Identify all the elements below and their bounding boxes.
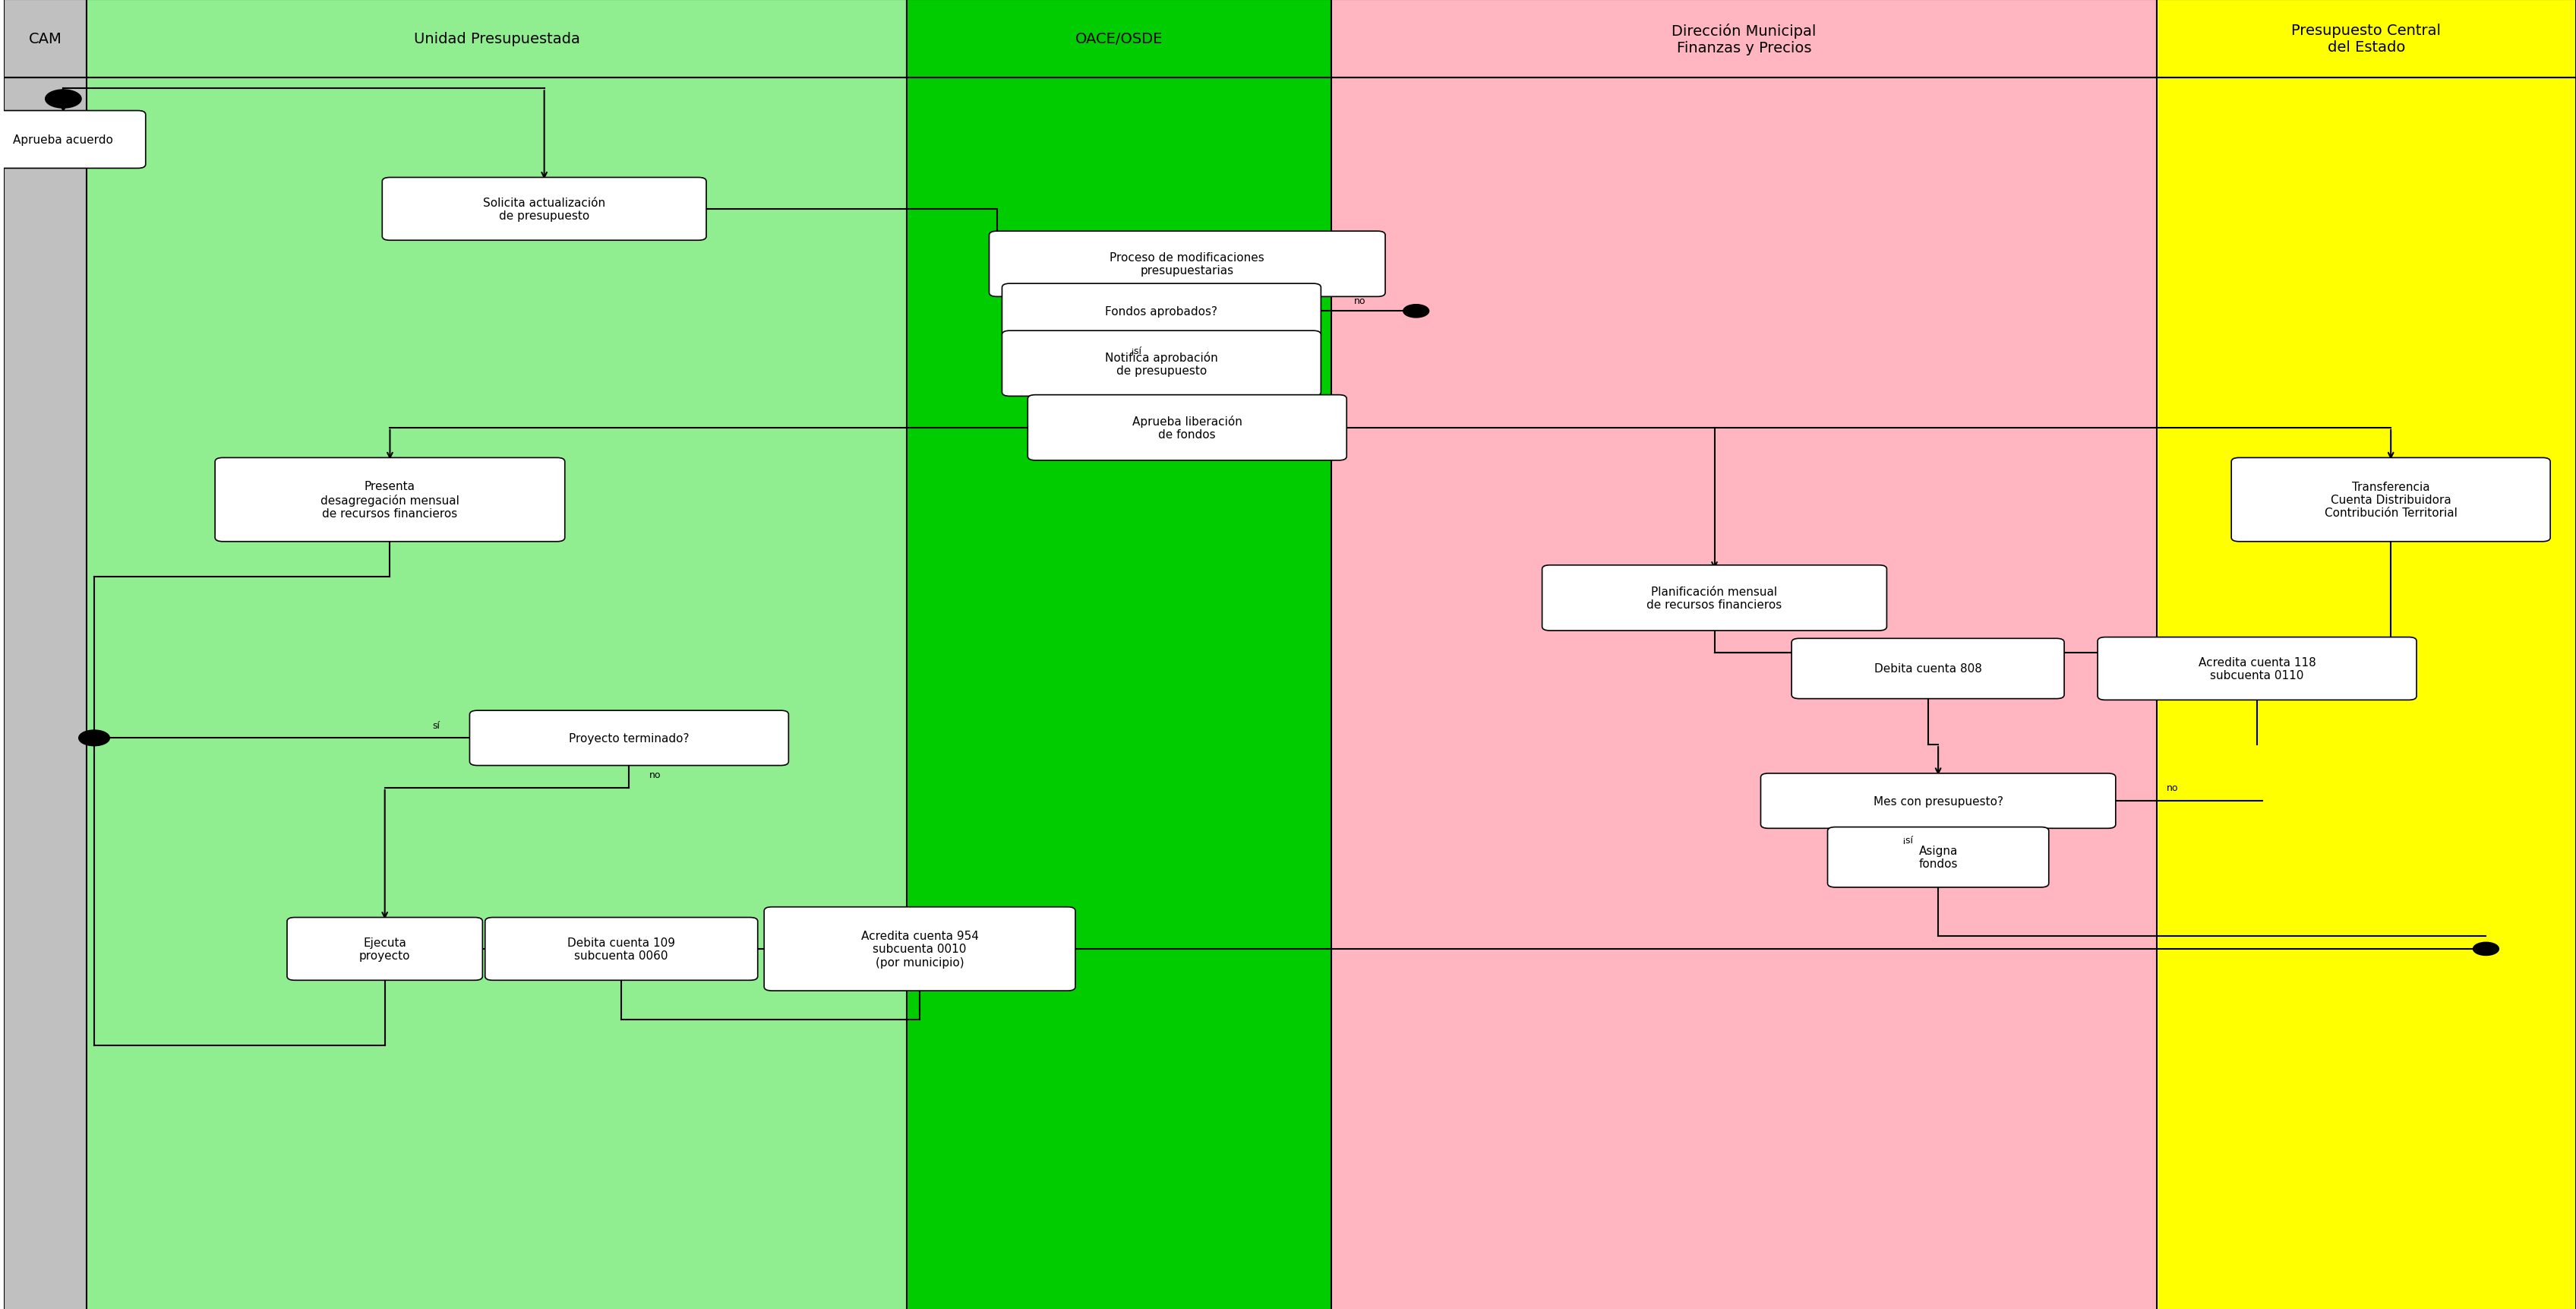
FancyBboxPatch shape bbox=[2097, 637, 2416, 700]
Text: Transferencia
Cuenta Distribuidora
Contribución Territorial: Transferencia Cuenta Distribuidora Contr… bbox=[2324, 482, 2458, 518]
Text: sí: sí bbox=[433, 720, 440, 730]
Text: no: no bbox=[2166, 783, 2179, 793]
Text: ¡sí: ¡sí bbox=[1131, 346, 1141, 356]
Text: Presenta
desagregación mensual
de recursos financieros: Presenta desagregación mensual de recurs… bbox=[319, 480, 459, 520]
FancyBboxPatch shape bbox=[1028, 395, 1347, 461]
Bar bbox=[907, 0, 1332, 1309]
Bar bbox=[1332, 0, 2156, 79]
Text: Aprueba liberación
de fondos: Aprueba liberación de fondos bbox=[1133, 415, 1242, 441]
Text: OACE/OSDE: OACE/OSDE bbox=[1074, 31, 1162, 47]
Bar bbox=[88, 0, 907, 1309]
Text: Acredita cuenta 954
subcuenta 0010
(por municipio): Acredita cuenta 954 subcuenta 0010 (por … bbox=[860, 931, 979, 967]
Bar bbox=[2156, 0, 2576, 1309]
Text: CAM: CAM bbox=[28, 31, 62, 47]
Bar bbox=[5, 0, 88, 79]
Text: no: no bbox=[1352, 296, 1365, 306]
Text: Fondos aprobados?: Fondos aprobados? bbox=[1105, 306, 1218, 317]
FancyBboxPatch shape bbox=[214, 458, 564, 542]
FancyBboxPatch shape bbox=[484, 918, 757, 980]
FancyBboxPatch shape bbox=[2231, 458, 2550, 542]
Text: Dirección Municipal
Finanzas y Precios: Dirección Municipal Finanzas y Precios bbox=[1672, 24, 1816, 55]
FancyBboxPatch shape bbox=[1543, 565, 1886, 631]
FancyBboxPatch shape bbox=[469, 711, 788, 766]
FancyBboxPatch shape bbox=[1002, 284, 1321, 339]
FancyBboxPatch shape bbox=[1762, 774, 2115, 829]
Bar bbox=[5, 0, 88, 1309]
Circle shape bbox=[46, 90, 82, 109]
Circle shape bbox=[80, 730, 111, 746]
Bar bbox=[907, 0, 1332, 79]
FancyBboxPatch shape bbox=[765, 907, 1074, 991]
Text: Presupuesto Central
del Estado: Presupuesto Central del Estado bbox=[2293, 24, 2442, 55]
Text: Solicita actualización
de presupuesto: Solicita actualización de presupuesto bbox=[484, 198, 605, 221]
Text: Planificación mensual
de recursos financieros: Planificación mensual de recursos financ… bbox=[1646, 586, 1783, 610]
Bar bbox=[88, 0, 907, 79]
Text: Debita cuenta 808: Debita cuenta 808 bbox=[1873, 664, 1981, 674]
Circle shape bbox=[2473, 942, 2499, 956]
Text: Proceso de modificaciones
presupuestarias: Proceso de modificaciones presupuestaria… bbox=[1110, 253, 1265, 276]
Text: Debita cuenta 109
subcuenta 0060: Debita cuenta 109 subcuenta 0060 bbox=[567, 937, 675, 961]
FancyBboxPatch shape bbox=[1002, 331, 1321, 397]
Text: Mes con presupuesto?: Mes con presupuesto? bbox=[1873, 796, 2004, 806]
Text: Notifica aprobación
de presupuesto: Notifica aprobación de presupuesto bbox=[1105, 351, 1218, 377]
Text: Acredita cuenta 118
subcuenta 0110: Acredita cuenta 118 subcuenta 0110 bbox=[2197, 657, 2316, 681]
Text: Unidad Presupuestada: Unidad Presupuestada bbox=[415, 31, 580, 47]
FancyBboxPatch shape bbox=[1826, 827, 2048, 888]
Text: ¡sí: ¡sí bbox=[1901, 835, 1914, 846]
Text: Ejecuta
proyecto: Ejecuta proyecto bbox=[358, 937, 410, 961]
FancyBboxPatch shape bbox=[286, 918, 482, 980]
Bar bbox=[2156, 0, 2576, 79]
FancyBboxPatch shape bbox=[989, 232, 1386, 297]
Text: Asigna
fondos: Asigna fondos bbox=[1919, 846, 1958, 869]
Text: no: no bbox=[649, 770, 659, 780]
Circle shape bbox=[1404, 305, 1430, 318]
FancyBboxPatch shape bbox=[0, 111, 147, 169]
Text: Aprueba acuerdo: Aprueba acuerdo bbox=[13, 135, 113, 145]
Text: Proyecto terminado?: Proyecto terminado? bbox=[569, 733, 690, 744]
FancyBboxPatch shape bbox=[1790, 639, 2063, 699]
FancyBboxPatch shape bbox=[381, 178, 706, 241]
Bar bbox=[1332, 0, 2156, 1309]
